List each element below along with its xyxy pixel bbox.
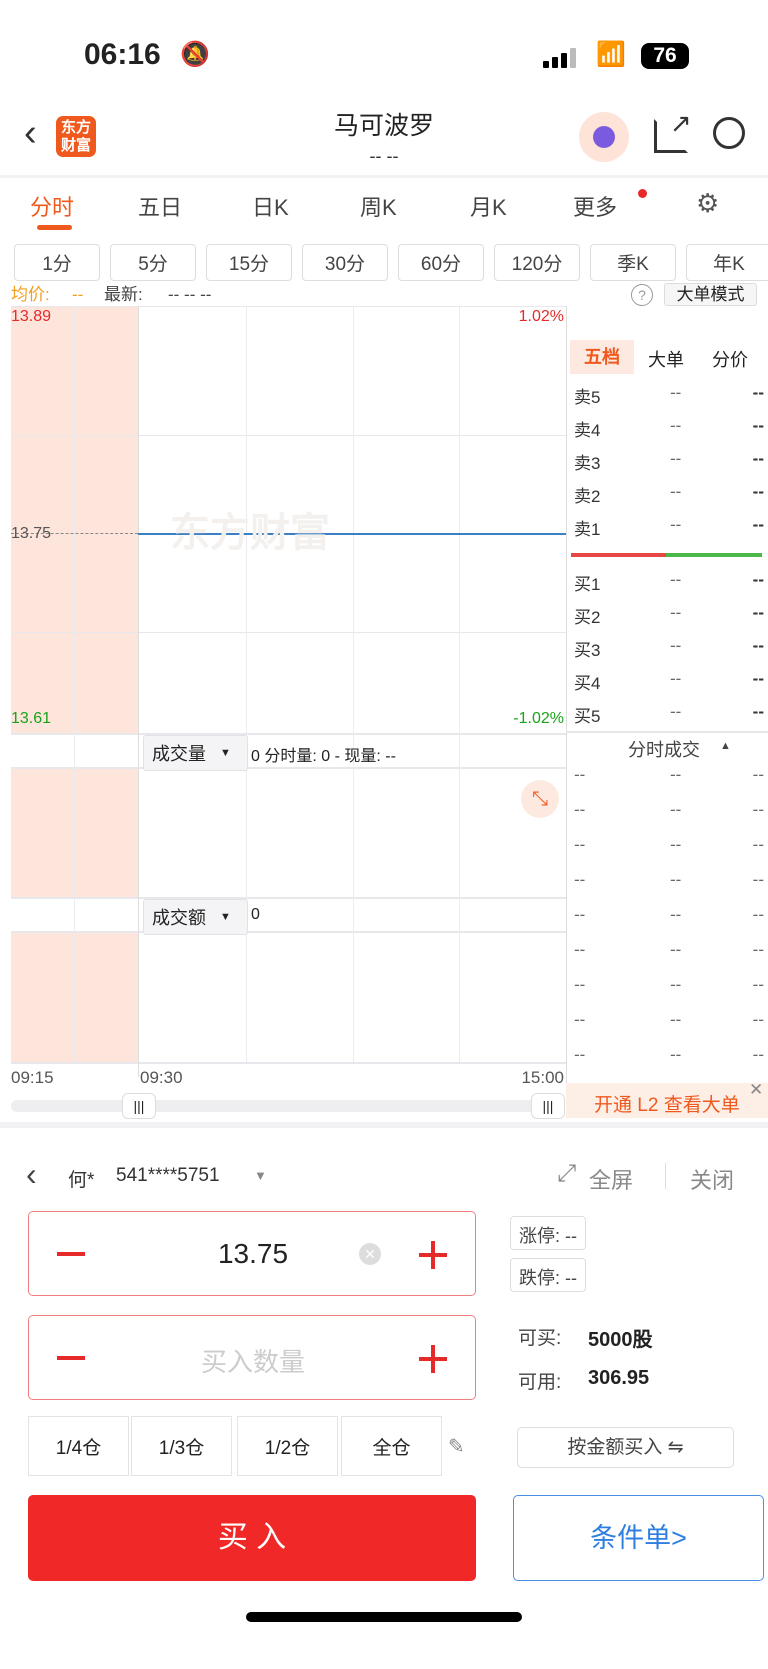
interval-season-k[interactable]: 季K xyxy=(590,244,676,281)
avg-price-label: 均价: xyxy=(11,285,50,304)
home-indicator xyxy=(246,1612,522,1622)
interval-15m[interactable]: 15分 xyxy=(206,244,292,281)
time-label-open-auction: 09:15 xyxy=(11,1068,54,1087)
price-increase-button[interactable] xyxy=(419,1241,447,1269)
buy-by-amount-button[interactable]: 按金额买入 ⇋ xyxy=(517,1427,734,1468)
time-label-open: 09:30 xyxy=(140,1068,183,1087)
tab-five-day[interactable]: 五日 xyxy=(138,195,183,220)
tab-more[interactable]: 更多 xyxy=(573,195,618,220)
wifi-icon: 📶 xyxy=(596,41,626,68)
price-low: 13.61 xyxy=(11,710,52,727)
back-icon[interactable]: ‹ xyxy=(24,112,37,154)
price-line xyxy=(138,533,566,535)
share-icon[interactable] xyxy=(654,119,688,153)
price-stepper[interactable]: 13.75 ✕ xyxy=(28,1211,476,1296)
interval-120m[interactable]: 120分 xyxy=(494,244,580,281)
tab-monthly-k[interactable]: 月K xyxy=(470,195,507,220)
stock-name: 马可波罗 xyxy=(333,112,434,140)
gear-icon[interactable]: ⚙ xyxy=(696,188,720,218)
tab-daily-k[interactable]: 日K xyxy=(252,195,289,220)
stock-code: -- -- xyxy=(369,146,399,166)
time-range-scrollbar[interactable] xyxy=(11,1100,563,1112)
assistant-avatar[interactable] xyxy=(579,112,629,162)
pct-high: 1.02% xyxy=(518,308,564,325)
amount-info: 0 xyxy=(251,906,260,923)
qty-decrease-button[interactable] xyxy=(57,1356,85,1360)
fullscreen-button[interactable]: 全屏 xyxy=(589,1168,634,1193)
interval-30m[interactable]: 30分 xyxy=(302,244,388,281)
quantity-stepper[interactable]: 买入数量 xyxy=(28,1315,476,1400)
latest-value: -- -- -- xyxy=(168,285,212,304)
position-third-button[interactable]: 1/3仓 xyxy=(131,1416,232,1476)
l2-banner[interactable]: 开通 L2 查看大单 xyxy=(566,1083,768,1118)
clear-icon[interactable]: ✕ xyxy=(359,1243,381,1265)
trades-title[interactable]: 分时成交 xyxy=(628,740,700,760)
price-high: 13.89 xyxy=(11,308,52,325)
big-order-mode-button[interactable]: 大单模式 xyxy=(664,283,757,306)
position-quarter-button[interactable]: 1/4仓 xyxy=(28,1416,129,1476)
account-name: 何* xyxy=(68,1170,95,1191)
price-mid: 13.75 xyxy=(11,525,52,542)
available-label: 可用: xyxy=(518,1372,562,1393)
sort-up-icon: ▲ xyxy=(720,740,731,752)
signal-icon xyxy=(543,48,579,68)
account-number[interactable]: 541****5751 xyxy=(116,1165,220,1186)
interval-5m[interactable]: 5分 xyxy=(110,244,196,281)
orderbook-tab-big-order[interactable]: 大单 xyxy=(648,350,684,370)
position-full-button[interactable]: 全仓 xyxy=(341,1416,442,1476)
latest-label: 最新: xyxy=(104,285,143,304)
position-half-button[interactable]: 1/2仓 xyxy=(237,1416,338,1476)
help-icon[interactable]: ? xyxy=(631,284,653,306)
close-banner-icon[interactable]: ✕ xyxy=(749,1080,764,1099)
pct-low: -1.02% xyxy=(513,710,564,727)
available-value: 306.95 xyxy=(588,1367,650,1389)
price-decrease-button[interactable] xyxy=(57,1252,85,1256)
interval-year-k[interactable]: 年K xyxy=(686,244,768,281)
battery-icon: 76 xyxy=(641,43,689,69)
quantity-input[interactable]: 买入数量 xyxy=(200,1347,305,1377)
tab-weekly-k[interactable]: 周K xyxy=(360,195,397,220)
share-arrow: ↗ xyxy=(670,108,692,138)
interval-60m[interactable]: 60分 xyxy=(398,244,484,281)
range-handle-right[interactable]: ||| xyxy=(531,1093,565,1119)
volume-info: 0 分时量: 0 - 现量: -- xyxy=(251,748,396,765)
close-button[interactable]: 关闭 xyxy=(690,1168,735,1193)
time-label-close: 15:00 xyxy=(521,1068,564,1087)
range-handle-left[interactable]: ||| xyxy=(122,1093,156,1119)
can-buy-value: 5000股 xyxy=(588,1329,653,1351)
interval-1m[interactable]: 1分 xyxy=(14,244,100,281)
watermark: 东方财富 xyxy=(170,511,330,555)
prev-close-dashed-line xyxy=(11,533,138,534)
battery-level: 76 xyxy=(653,44,677,67)
status-time: 06:16 xyxy=(84,38,161,71)
limit-up: 涨停: -- xyxy=(510,1216,587,1250)
volume-select[interactable]: 成交量 ▼ xyxy=(143,735,248,771)
buy-button[interactable]: 买 入 xyxy=(28,1495,476,1581)
can-buy-label: 可买: xyxy=(518,1328,562,1349)
notification-dot xyxy=(638,189,647,198)
tab-intraday[interactable]: 分时 xyxy=(30,195,75,220)
avg-price-value: -- xyxy=(72,285,84,304)
orderbook-tab-five-level[interactable]: 五档 xyxy=(570,340,634,374)
price-input[interactable]: 13.75 xyxy=(217,1238,289,1269)
orderbook-tab-price[interactable]: 分价 xyxy=(712,350,748,370)
conditional-order-button[interactable]: 条件单> xyxy=(513,1495,764,1581)
search-icon[interactable] xyxy=(713,117,745,149)
amount-select[interactable]: 成交额 ▼ xyxy=(143,899,248,935)
app-logo: 东方财富 xyxy=(56,116,96,157)
qty-increase-button[interactable] xyxy=(419,1345,447,1373)
fullscreen-icon[interactable]: ⤢ xyxy=(557,1160,577,1187)
bell-muted-icon: 🔕 xyxy=(180,41,210,68)
edit-icon[interactable]: ✎ xyxy=(448,1436,465,1458)
account-dropdown-icon[interactable]: ▼ xyxy=(254,1168,267,1183)
limit-down: 跌停: -- xyxy=(510,1258,587,1292)
expand-icon[interactable]: ⤡ xyxy=(521,780,559,818)
account-back-icon[interactable]: ‹ xyxy=(26,1156,37,1192)
